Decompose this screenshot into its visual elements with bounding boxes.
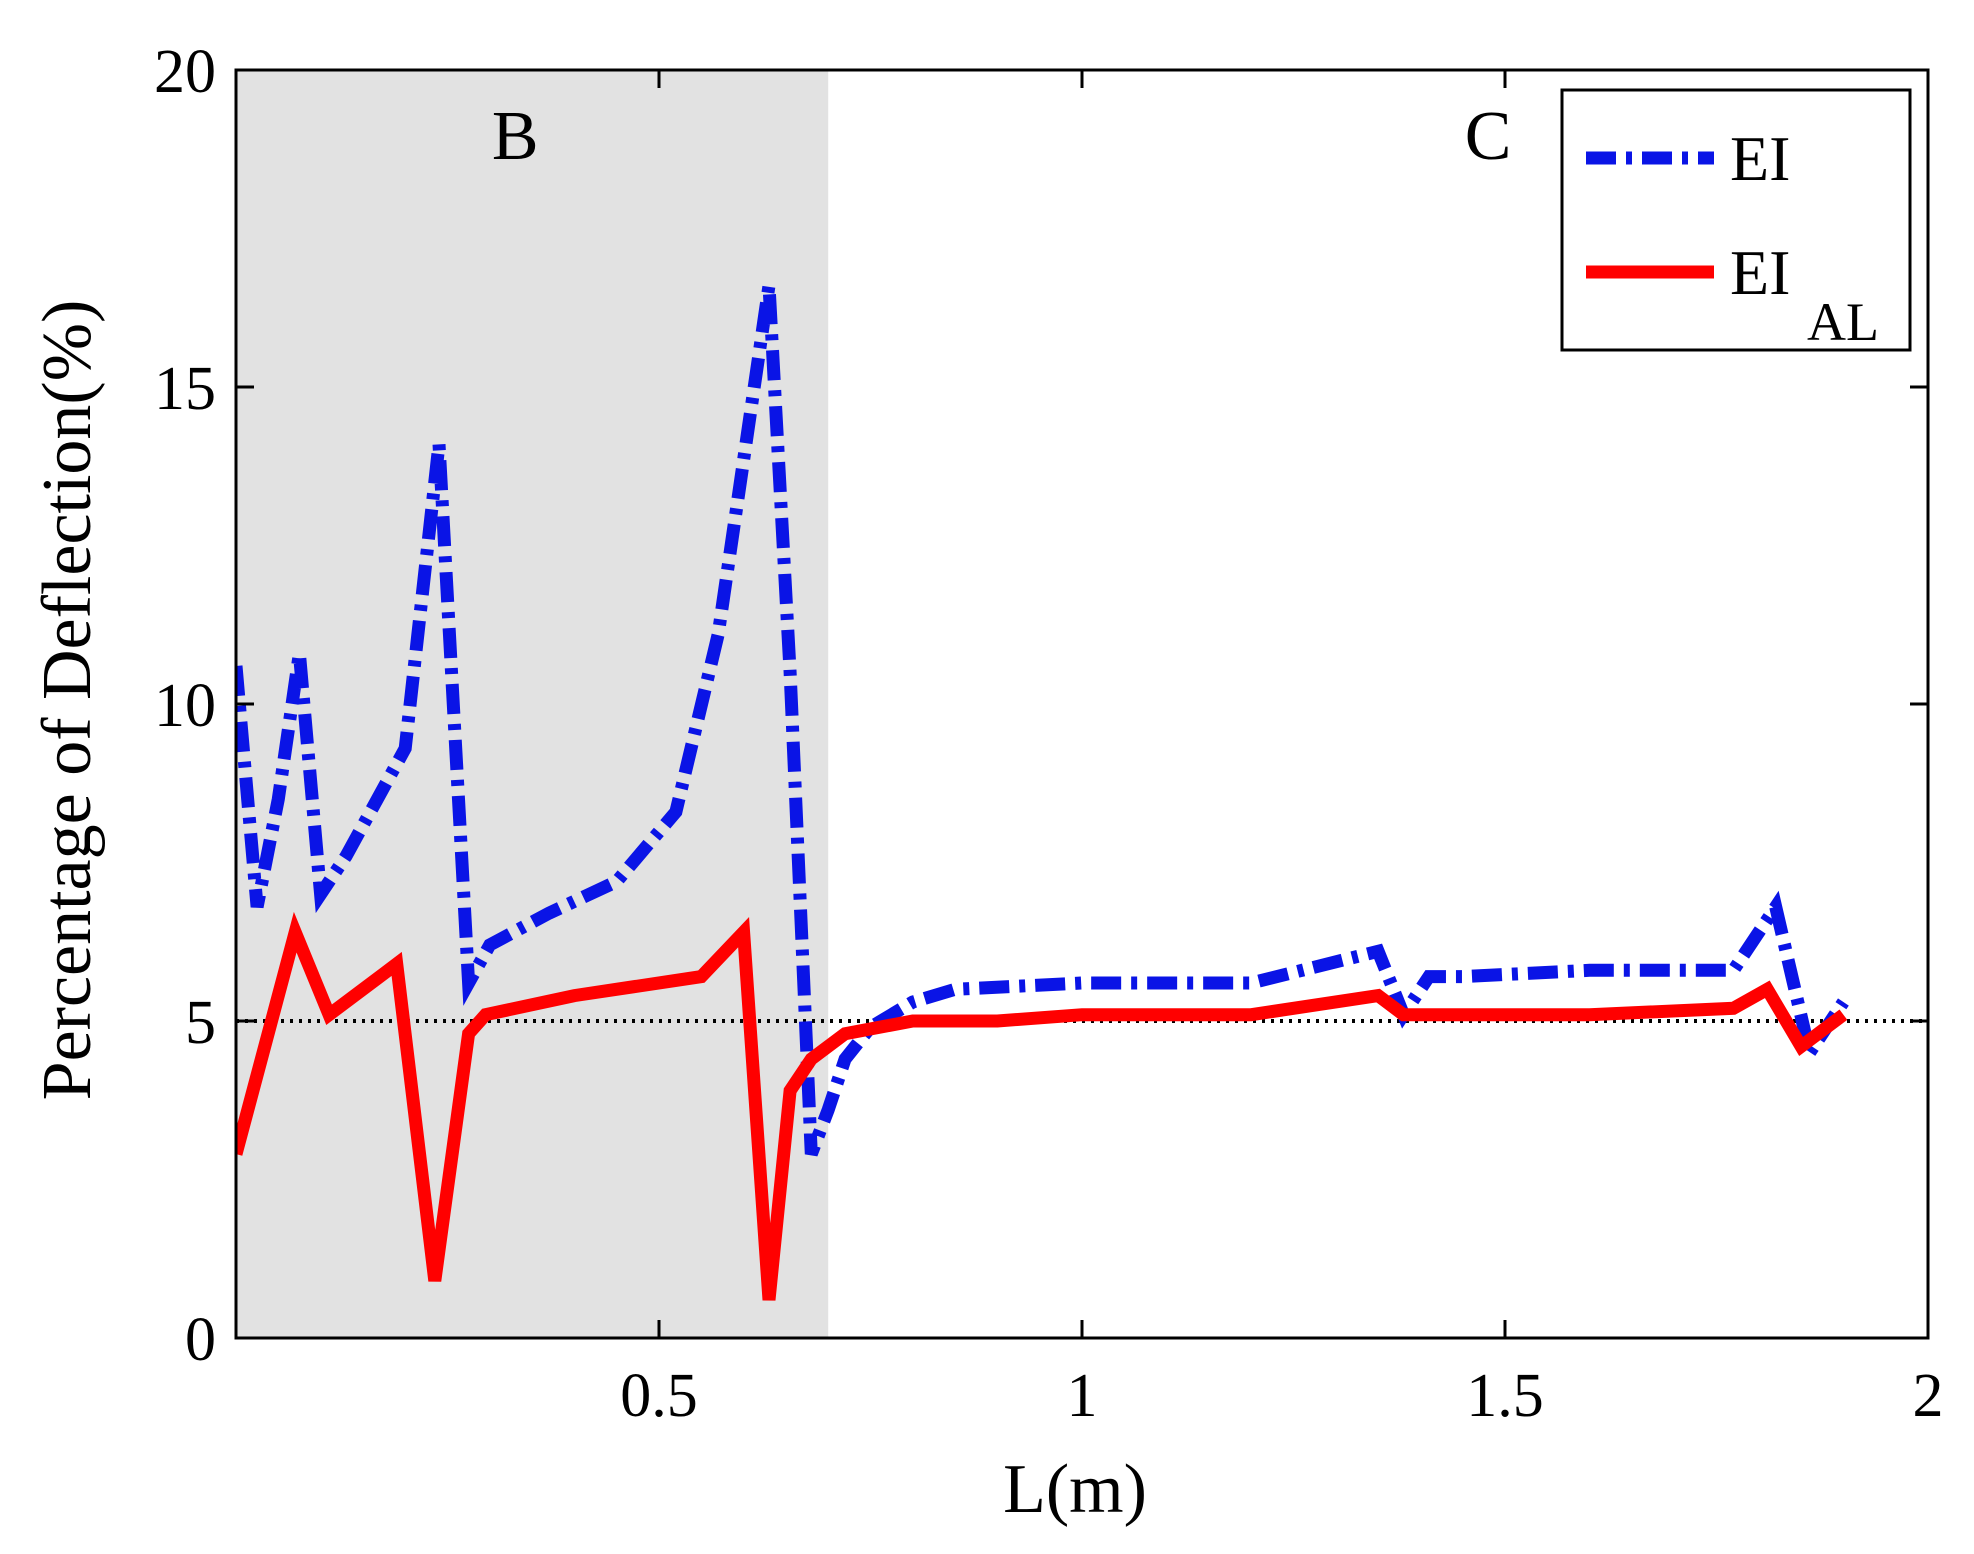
axis-labels: L(m) Percentage of Deflection(%) <box>29 300 1147 1528</box>
region-label-b: B <box>492 98 539 175</box>
legend-box <box>1560 88 1912 352</box>
y-tick-label: 5 <box>185 989 216 1057</box>
region-label-c: C <box>1465 98 1512 175</box>
y-axis-label: Percentage of Deflection(%) <box>29 300 106 1101</box>
x-axis-label: L(m) <box>1003 1451 1147 1528</box>
y-tick-label: 15 <box>154 355 216 423</box>
series-line-ei-al <box>236 911 1848 1301</box>
x-tick-label: 2 <box>1913 1362 1944 1430</box>
legend: EI EI AL <box>1560 88 1912 352</box>
shaded-region-b <box>236 70 829 1338</box>
legend-label-ei-al: EI <box>1730 237 1790 308</box>
y-tick-label: 0 <box>185 1306 216 1374</box>
y-tick-label: 20 <box>154 38 216 106</box>
series-line-ei <box>236 284 1849 1157</box>
x-tick-label: 0.5 <box>620 1362 698 1430</box>
y-tick-label: 10 <box>154 672 216 740</box>
legend-label-subscript: AL <box>1807 292 1879 352</box>
x-tick-label: 1 <box>1067 1362 1098 1430</box>
x-tick-label: 1.5 <box>1466 1362 1544 1430</box>
legend-label-ei: EI <box>1730 123 1790 194</box>
